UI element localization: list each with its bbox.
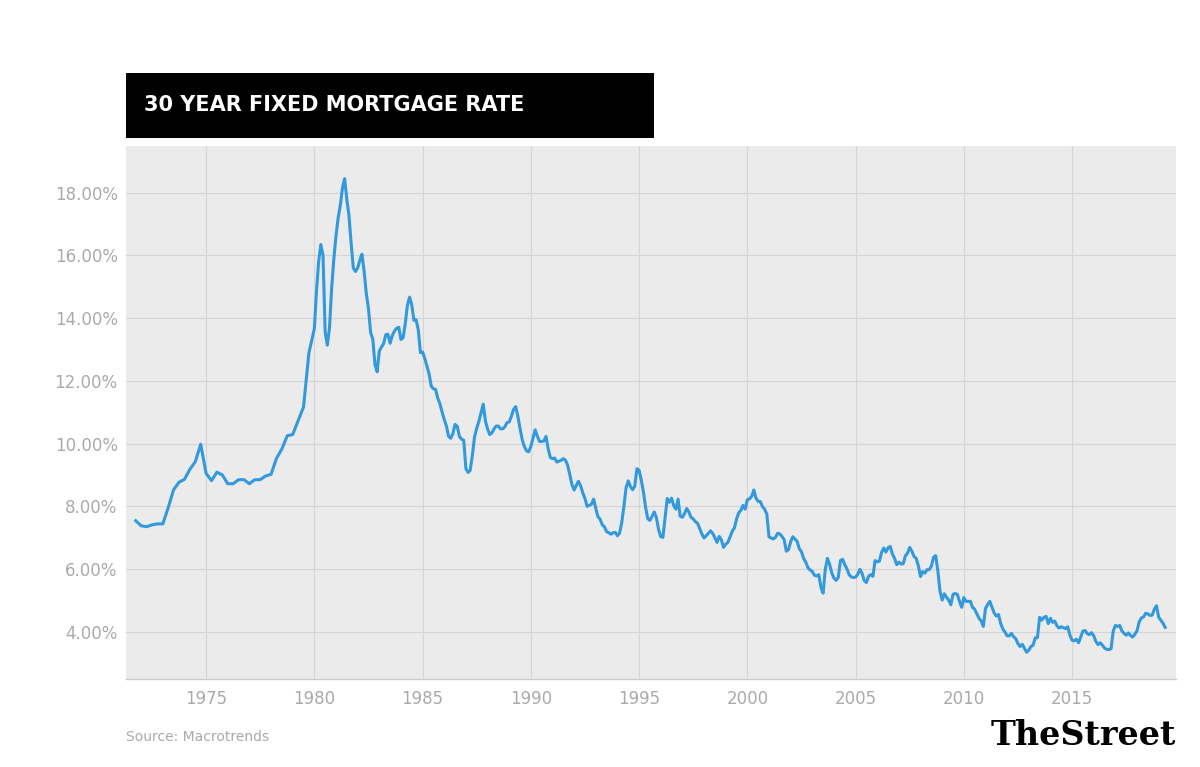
- Text: TheStreet: TheStreet: [991, 719, 1176, 752]
- Text: Source: Macrotrends: Source: Macrotrends: [126, 730, 269, 744]
- Text: 30 YEAR FIXED MORTGAGE RATE: 30 YEAR FIXED MORTGAGE RATE: [144, 95, 524, 116]
